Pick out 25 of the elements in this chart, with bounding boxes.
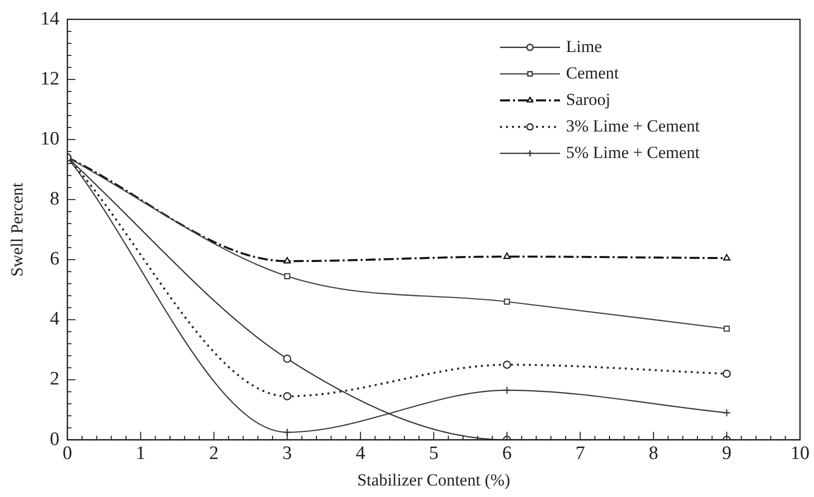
x-tick-label: 9	[722, 443, 732, 464]
x-tick-label: 1	[136, 443, 146, 464]
y-tick-label: 10	[40, 128, 60, 150]
x-tick-label: 6	[502, 443, 512, 464]
legend-label: Cement	[566, 63, 620, 82]
x-tick-label: 8	[648, 443, 658, 464]
x-tick-label: 2	[209, 443, 219, 464]
y-tick-label: 14	[40, 8, 60, 30]
x-tick-label: 4	[356, 443, 366, 464]
legend-label: 3% Lime + Cement	[566, 116, 700, 136]
y-tick-label: 2	[50, 368, 60, 390]
legend-label: 5% Lime + Cement	[566, 142, 700, 162]
y-tick-label: 8	[50, 188, 60, 210]
y-tick-label: 12	[40, 68, 60, 90]
y-axis-title: Swell Percent	[8, 182, 27, 277]
legend-label: Sarooj	[566, 90, 610, 109]
legend-label: Lime	[566, 36, 602, 56]
x-tick-label: 5	[428, 443, 438, 464]
x-tick-label: 7	[575, 443, 585, 464]
y-tick-label: 0	[50, 428, 60, 450]
x-tick-label: 3	[282, 443, 292, 464]
x-tick-label: 10	[790, 443, 810, 464]
x-axis-title: Stabilizer Content (%)	[357, 470, 510, 490]
y-tick-label: 4	[50, 308, 60, 330]
y-tick-label: 6	[50, 248, 60, 270]
